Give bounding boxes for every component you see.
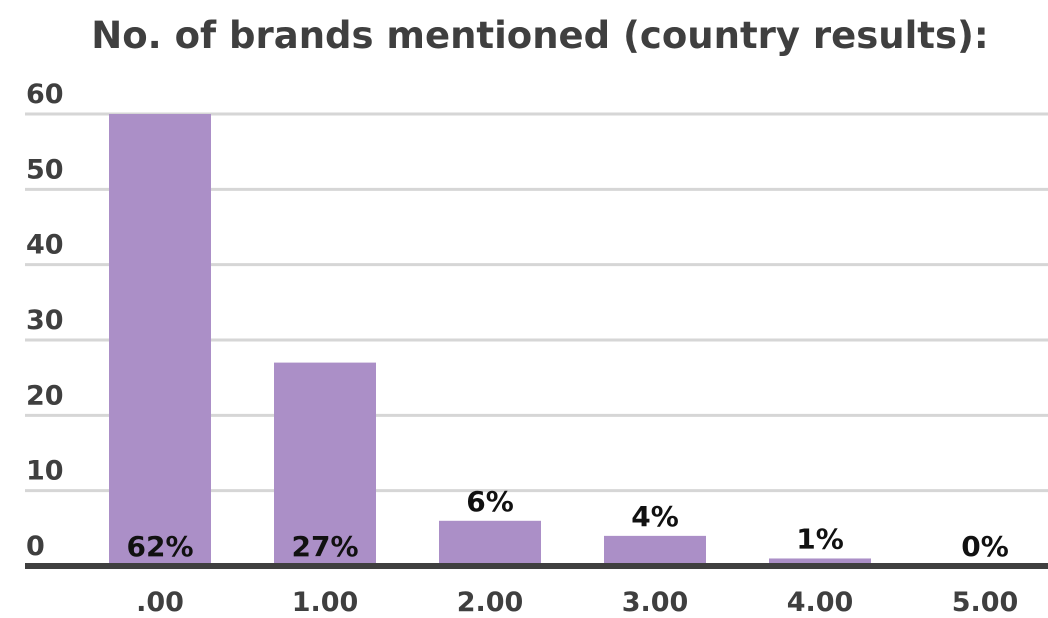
x-axis-ticks: .00 1.00 2.00 3.00 4.00 5.00: [136, 587, 1018, 618]
bar: [109, 114, 211, 566]
x-tick-label: 2.00: [457, 587, 524, 618]
x-tick-label: 4.00: [787, 587, 854, 618]
y-tick-label: 0: [26, 531, 45, 562]
x-tick-label: .00: [136, 587, 184, 618]
data-label: 4%: [631, 500, 679, 533]
x-tick-label: 1.00: [292, 587, 359, 618]
y-tick-label: 30: [26, 305, 64, 336]
y-tick-label: 20: [26, 380, 64, 411]
bars: [109, 114, 871, 566]
y-tick-label: 10: [26, 456, 64, 487]
y-tick-label: 60: [26, 79, 64, 110]
data-label: 1%: [796, 522, 844, 555]
bar: [439, 520, 541, 566]
y-tick-label: 50: [26, 154, 64, 185]
y-tick-label: 40: [26, 230, 64, 261]
data-label: 27%: [291, 530, 358, 563]
data-labels: 62% 27% 6% 4% 1% 0%: [126, 485, 1008, 563]
x-tick-label: 3.00: [622, 587, 689, 618]
chart-title: No. of brands mentioned (country results…: [91, 14, 988, 57]
data-label: 62%: [126, 530, 193, 563]
data-label: 0%: [961, 530, 1009, 563]
bar: [274, 362, 376, 566]
bar: [604, 535, 706, 566]
y-axis-ticks: 0 10 20 30 40 50 60: [26, 79, 64, 562]
bar: [769, 558, 871, 566]
data-label: 6%: [466, 485, 514, 518]
x-tick-label: 5.00: [952, 587, 1019, 618]
